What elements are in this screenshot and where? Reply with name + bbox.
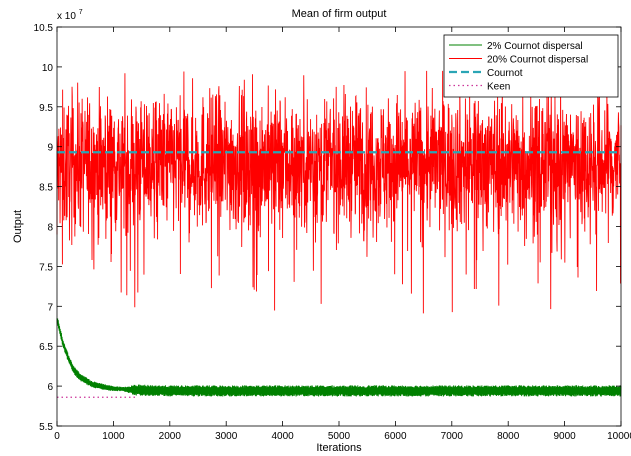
y-tick-label: 10.5	[34, 23, 54, 34]
y-tick-label: 5.5	[39, 422, 53, 433]
series-line-20pct-cournot-dispersal	[56, 70, 622, 314]
x-tick-label: 9000	[553, 431, 576, 442]
plot-area: 0 1000 2000 3000 4000 5000 6000 7000 8000 9000 100…	[34, 23, 631, 442]
legend-label: 20% Cournot dispersal	[487, 55, 588, 66]
legend-label: Keen	[487, 82, 510, 93]
x-axis-label: Iterations	[316, 442, 362, 454]
x-tick-label: 4000	[271, 431, 294, 442]
y-tick-label: 9	[47, 143, 53, 154]
legend: 2% Cournot dispersal 20% Cournot dispersa…	[443, 34, 619, 98]
x-tick-label: 2000	[159, 431, 182, 442]
x-tick-label: 7000	[441, 431, 464, 442]
y-tick-label: 10	[42, 63, 54, 74]
y-axis-multiplier: x 10 7	[57, 9, 83, 22]
y-tick-label: 8	[47, 223, 53, 234]
chart-title: Mean of firm output	[292, 8, 387, 20]
legend-label: Cournot	[487, 68, 523, 79]
x-tick-label: 6000	[384, 431, 407, 442]
y-tick-label: 6.5	[39, 342, 53, 353]
y-tick-label: 9.5	[39, 103, 53, 114]
x-tick-label: 5000	[328, 431, 351, 442]
y-axis-label: Output	[12, 210, 24, 243]
x-tick-label: 3000	[215, 431, 238, 442]
legend-label: 2% Cournot dispersal	[487, 41, 583, 52]
y-tick-label: 8.5	[39, 183, 53, 194]
y-tick-label: 7.5	[39, 262, 53, 273]
y-tick-label: 6	[47, 382, 53, 393]
x-tick-label: 1000	[102, 431, 125, 442]
x-tick-label: 8000	[497, 431, 520, 442]
series-line-2pct-cournot-dispersal	[56, 318, 622, 397]
y-tick-label: 7	[47, 302, 53, 313]
y-axis-multiplier-exponent: 7	[79, 9, 83, 16]
x-tick-label: 10000	[607, 431, 631, 442]
y-axis-multiplier-base: x 10	[57, 11, 76, 22]
x-tick-label: 0	[54, 431, 60, 442]
